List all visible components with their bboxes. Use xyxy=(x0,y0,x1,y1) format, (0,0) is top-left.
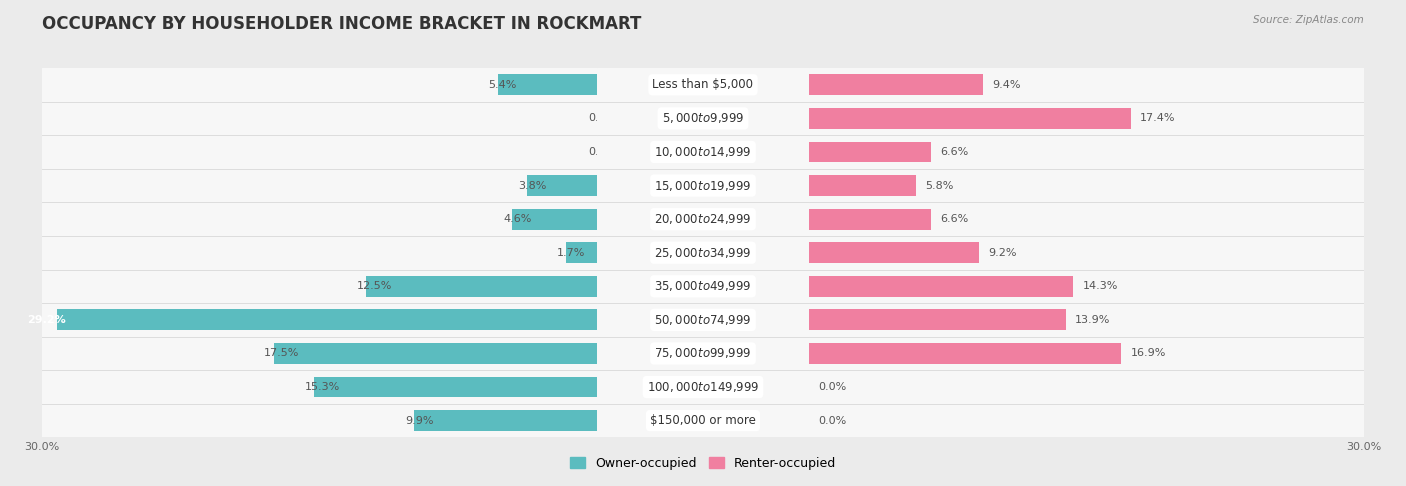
Bar xyxy=(808,243,979,263)
Bar xyxy=(808,303,1364,336)
Bar xyxy=(808,108,1130,129)
Text: 0.0%: 0.0% xyxy=(818,416,846,426)
Text: 0.0%: 0.0% xyxy=(818,382,846,392)
Legend: Owner-occupied, Renter-occupied: Owner-occupied, Renter-occupied xyxy=(565,452,841,475)
Text: $100,000 to $149,999: $100,000 to $149,999 xyxy=(647,380,759,394)
Text: $15,000 to $19,999: $15,000 to $19,999 xyxy=(654,178,752,192)
Bar xyxy=(598,371,808,403)
Bar xyxy=(274,343,598,364)
Text: 3.8%: 3.8% xyxy=(517,181,547,191)
Bar xyxy=(42,236,598,269)
Bar xyxy=(598,102,808,135)
Bar xyxy=(315,377,598,398)
Text: 5.4%: 5.4% xyxy=(488,80,516,90)
Bar xyxy=(42,69,598,101)
Text: 9.4%: 9.4% xyxy=(991,80,1021,90)
Text: $35,000 to $49,999: $35,000 to $49,999 xyxy=(654,279,752,293)
Text: 9.9%: 9.9% xyxy=(405,416,433,426)
Text: 29.2%: 29.2% xyxy=(28,315,66,325)
Bar xyxy=(366,276,598,297)
Bar xyxy=(598,236,808,269)
Bar xyxy=(808,208,931,229)
Bar xyxy=(42,136,598,169)
Text: 17.5%: 17.5% xyxy=(264,348,299,359)
Bar xyxy=(42,169,598,202)
Text: $5,000 to $9,999: $5,000 to $9,999 xyxy=(662,111,744,125)
Bar xyxy=(512,208,598,229)
Bar xyxy=(808,69,1364,101)
Text: 6.6%: 6.6% xyxy=(941,147,969,157)
Text: Source: ZipAtlas.com: Source: ZipAtlas.com xyxy=(1253,15,1364,25)
Bar xyxy=(598,404,808,437)
Bar xyxy=(808,276,1073,297)
Bar xyxy=(567,243,598,263)
Bar xyxy=(808,203,1364,236)
Text: 1.7%: 1.7% xyxy=(557,248,585,258)
Bar xyxy=(598,337,808,370)
Text: 0.0%: 0.0% xyxy=(588,147,616,157)
Text: 6.6%: 6.6% xyxy=(941,214,969,224)
Text: 4.6%: 4.6% xyxy=(503,214,531,224)
Text: 12.5%: 12.5% xyxy=(357,281,392,291)
Bar xyxy=(498,74,598,95)
Text: OCCUPANCY BY HOUSEHOLDER INCOME BRACKET IN ROCKMART: OCCUPANCY BY HOUSEHOLDER INCOME BRACKET … xyxy=(42,15,641,33)
Text: $10,000 to $14,999: $10,000 to $14,999 xyxy=(654,145,752,159)
Text: Less than $5,000: Less than $5,000 xyxy=(652,78,754,91)
Text: 13.9%: 13.9% xyxy=(1076,315,1111,325)
Bar xyxy=(808,337,1364,370)
Text: $20,000 to $24,999: $20,000 to $24,999 xyxy=(654,212,752,226)
Bar xyxy=(808,236,1364,269)
Text: $150,000 or more: $150,000 or more xyxy=(650,414,756,427)
Bar xyxy=(598,270,808,303)
Bar xyxy=(42,337,598,370)
Text: $25,000 to $34,999: $25,000 to $34,999 xyxy=(654,246,752,260)
Bar xyxy=(415,410,598,431)
Text: $75,000 to $99,999: $75,000 to $99,999 xyxy=(654,347,752,361)
Bar xyxy=(808,102,1364,135)
Bar xyxy=(42,270,598,303)
Text: 9.2%: 9.2% xyxy=(988,248,1017,258)
Bar xyxy=(808,371,1364,403)
Bar xyxy=(42,102,598,135)
Text: $50,000 to $74,999: $50,000 to $74,999 xyxy=(654,313,752,327)
Bar xyxy=(808,343,1122,364)
Bar xyxy=(808,74,983,95)
Bar xyxy=(808,141,931,162)
Text: 0.0%: 0.0% xyxy=(588,113,616,123)
Bar xyxy=(808,270,1364,303)
Bar xyxy=(808,404,1364,437)
Bar xyxy=(598,303,808,336)
Bar xyxy=(598,169,808,202)
Bar xyxy=(598,203,808,236)
Bar xyxy=(808,169,1364,202)
Bar xyxy=(527,175,598,196)
Text: 5.8%: 5.8% xyxy=(925,181,953,191)
Bar xyxy=(808,136,1364,169)
Bar xyxy=(598,69,808,101)
Text: 16.9%: 16.9% xyxy=(1130,348,1166,359)
Bar xyxy=(42,303,598,336)
Text: 15.3%: 15.3% xyxy=(305,382,340,392)
Bar xyxy=(42,404,598,437)
Bar xyxy=(42,203,598,236)
Text: 14.3%: 14.3% xyxy=(1083,281,1118,291)
Bar xyxy=(598,136,808,169)
Text: 17.4%: 17.4% xyxy=(1140,113,1175,123)
Bar xyxy=(42,371,598,403)
Bar xyxy=(58,310,598,330)
Bar xyxy=(808,175,915,196)
Bar xyxy=(808,310,1066,330)
